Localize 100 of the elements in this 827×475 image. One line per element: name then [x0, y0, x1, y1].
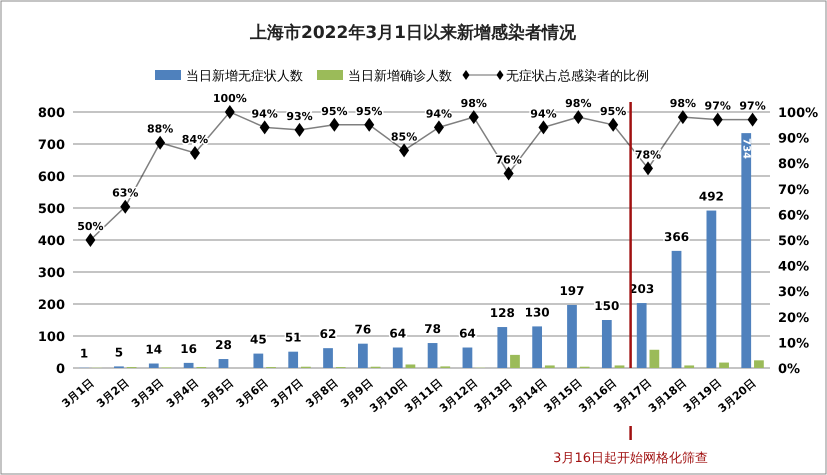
data-label: 94%: [530, 107, 557, 120]
x-tick-label: 3月2日: [94, 376, 132, 410]
point: [748, 112, 758, 127]
y-tick-label: 400: [38, 234, 65, 249]
bar: [567, 304, 577, 368]
data-label: 28: [215, 338, 232, 352]
point: [434, 120, 444, 134]
data-label: 100%: [212, 92, 247, 105]
y-tick-label: 800: [38, 106, 65, 121]
data-label: 98%: [670, 97, 696, 110]
point: [260, 120, 270, 134]
bar: [510, 354, 520, 368]
data-label: 62: [320, 327, 336, 342]
y-tick-label: 300: [38, 266, 65, 281]
bar: [497, 327, 508, 368]
point: [504, 166, 514, 180]
legend-label: 当日新增确诊人数: [348, 69, 452, 84]
bar: [672, 250, 682, 368]
bar: [532, 326, 542, 368]
bar: [428, 343, 438, 368]
x-tick-label: 3月4日: [164, 376, 201, 410]
data-label: 94%: [252, 107, 278, 120]
data-label: 64: [389, 326, 406, 341]
y2-tick-label: 70%: [778, 182, 810, 198]
bar: [406, 364, 416, 368]
y-tick-label: 0: [56, 362, 65, 377]
y2-tick-label: 0%: [778, 362, 800, 377]
data-label: 95%: [356, 104, 382, 118]
bar: [323, 348, 333, 368]
point: [399, 143, 410, 158]
data-label: 130: [524, 305, 550, 320]
data-label: 492: [698, 190, 724, 204]
chart-title: 上海市2022年3月1日以来新增感染者情况: [249, 23, 577, 43]
data-label: 64: [459, 326, 476, 341]
bar: [636, 303, 647, 368]
data-label: 97%: [739, 100, 766, 113]
data-label: 128: [490, 306, 515, 320]
bar: [392, 348, 403, 368]
data-label: 734: [740, 138, 752, 160]
bar: [719, 362, 729, 368]
data-label: 14: [145, 342, 162, 357]
bar: [184, 362, 194, 368]
bar: [148, 364, 159, 368]
point: [294, 122, 305, 137]
y-tick-label: 100: [38, 330, 65, 345]
x-tick-label: 3月1日: [59, 376, 96, 410]
data-label: 63%: [112, 186, 138, 200]
data-label: 98%: [460, 97, 487, 110]
point: [468, 110, 479, 124]
y2-tick-label: 40%: [778, 260, 810, 275]
bar: [253, 354, 264, 368]
data-label: 78: [424, 322, 441, 336]
y-tick-label: 600: [38, 170, 65, 185]
data-label: 93%: [286, 110, 313, 123]
bar: [614, 365, 624, 368]
x-tick-label: 3月7日: [268, 376, 306, 410]
y-tick-label: 700: [38, 138, 65, 153]
y2-tick-label: 100%: [778, 106, 818, 121]
data-label: 76%: [495, 153, 522, 166]
data-label: 366: [664, 230, 690, 244]
bar: [218, 359, 228, 368]
data-label: 45: [250, 332, 267, 347]
point: [155, 136, 166, 150]
x-tick-label: 3月3日: [129, 376, 166, 410]
point: [678, 110, 688, 124]
y2-tick-label: 30%: [778, 285, 810, 300]
y2-tick-label: 60%: [778, 208, 810, 224]
y-tick-label: 500: [38, 202, 65, 217]
data-label: 98%: [565, 97, 592, 110]
y2-tick-label: 50%: [778, 234, 810, 249]
point: [224, 105, 235, 119]
data-label: 78%: [634, 148, 662, 162]
bar: [741, 133, 752, 368]
point: [85, 233, 96, 247]
point: [608, 118, 618, 132]
legend-label: 当日新增无症状人数: [186, 69, 303, 84]
data-label: 16: [180, 342, 197, 356]
bar: [358, 344, 368, 368]
data-label: 150: [594, 299, 620, 313]
bar: [684, 365, 694, 368]
ref-line-label: 3月16日起开始网格化筛查: [553, 451, 708, 466]
data-label: 50%: [77, 220, 104, 233]
data-label: 95%: [321, 104, 348, 118]
legend-label: 无症状占总感染者的比例: [506, 69, 649, 84]
y2-tick-label: 90%: [778, 132, 810, 147]
data-label: 85%: [390, 130, 418, 144]
point: [573, 110, 584, 124]
data-label: 1: [80, 346, 88, 361]
x-tick-label: 3月6日: [234, 376, 271, 410]
data-label: 88%: [146, 122, 174, 136]
bar: [754, 360, 764, 368]
point: [329, 118, 340, 132]
x-tick-label: 3月5日: [198, 376, 236, 410]
bar: [544, 365, 555, 368]
bar: [288, 352, 298, 368]
point: [120, 200, 130, 214]
y-tick-label: 200: [38, 298, 65, 313]
data-label: 94%: [426, 107, 452, 120]
bar: [462, 348, 472, 368]
bar: [602, 320, 612, 368]
